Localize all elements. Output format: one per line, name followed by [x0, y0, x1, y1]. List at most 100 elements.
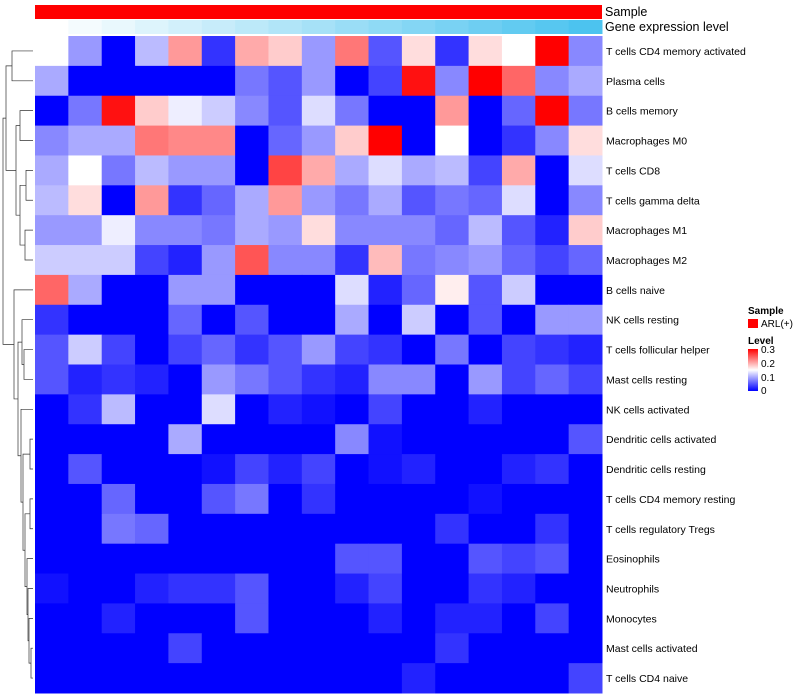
- heatmap-cell: [68, 304, 103, 336]
- heatmap-cell: [301, 125, 336, 156]
- heatmap-cell: [568, 513, 603, 545]
- heatmap-cell: [101, 245, 136, 276]
- heatmap-cell: [268, 394, 303, 425]
- track-sample-bar: [35, 5, 602, 19]
- heatmap-cell: [435, 364, 470, 395]
- legend-sample-swatch: [748, 319, 758, 328]
- heatmap-cell: [101, 394, 136, 425]
- heatmap-cell: [201, 185, 236, 216]
- heatmap-cell: [435, 125, 470, 156]
- heatmap-cell: [568, 185, 603, 216]
- heatmap-cell: [368, 334, 403, 365]
- row-dendrogram: [2, 50, 33, 679]
- track-expression-cell: [401, 20, 436, 34]
- heatmap-cell: [135, 304, 169, 336]
- heatmap-cell: [168, 543, 203, 575]
- row-label: Neutrophils: [606, 583, 659, 595]
- heatmap-cell: [335, 95, 370, 127]
- heatmap-cell: [301, 364, 336, 395]
- heatmap-cell: [168, 573, 203, 604]
- heatmap-cell: [335, 215, 370, 246]
- heatmap-cell: [401, 36, 436, 67]
- heatmap-cell: [35, 215, 69, 246]
- heatmap-cell: [501, 424, 536, 455]
- heatmap-cell: [35, 36, 69, 67]
- heatmap-cell: [335, 603, 370, 634]
- row-labels: T cells CD4 memory activated Plasma cells…: [606, 46, 746, 685]
- track-expression-cell: [568, 20, 603, 34]
- heatmap-cell: [535, 573, 570, 604]
- heatmap-cell: [535, 125, 570, 156]
- heatmap-cell: [401, 454, 436, 485]
- heatmap-cell: [401, 483, 436, 515]
- heatmap-cell: [301, 513, 336, 545]
- heatmap-cell: [168, 155, 203, 186]
- heatmap-cell: [301, 65, 336, 97]
- heatmap-cell: [268, 245, 303, 276]
- heatmap-cell: [168, 394, 203, 425]
- heatmap-cell: [135, 573, 169, 604]
- heatmap-cell: [301, 95, 336, 127]
- heatmap-cell: [68, 483, 103, 515]
- heatmap-cell: [501, 513, 536, 545]
- heatmap-cell: [68, 364, 103, 395]
- heatmap-cell: [468, 364, 503, 395]
- heatmap-cell: [268, 663, 303, 694]
- heatmap-cell: [335, 304, 370, 336]
- heatmap-cell: [301, 185, 336, 216]
- heatmap-cell: [135, 36, 169, 67]
- dendrogram-branch: [19, 110, 33, 141]
- row-label: T cells gamma delta: [606, 195, 700, 207]
- heatmap-cell: [301, 274, 336, 306]
- heatmap-cell: [435, 334, 470, 365]
- heatmap-cell: [101, 424, 136, 455]
- heatmap-cell: [268, 215, 303, 246]
- heatmap-cell: [235, 424, 269, 455]
- heatmap-cell: [468, 125, 503, 156]
- heatmap-cell: [535, 65, 570, 97]
- heatmap-cell: [568, 36, 603, 67]
- row-label: T cells CD4 memory activated: [606, 46, 746, 58]
- heatmap-cell: [168, 334, 203, 365]
- heatmap-cell: [368, 65, 403, 97]
- heatmap-cell: [168, 513, 203, 545]
- heatmap-cell: [168, 36, 203, 67]
- track-expression-cell: [368, 20, 403, 34]
- heatmap-cell: [401, 95, 436, 127]
- track-expression-cell: [268, 20, 303, 34]
- heatmap-cell: [268, 185, 303, 216]
- heatmap-cell: [135, 663, 169, 694]
- heatmap-cell: [501, 215, 536, 246]
- heatmap-cell: [435, 36, 470, 67]
- heatmap-cell: [368, 603, 403, 634]
- row-label: B cells naive: [606, 285, 665, 297]
- heatmap-cell: [468, 454, 503, 485]
- row-label: NK cells activated: [606, 404, 690, 416]
- heatmap-cell: [568, 663, 603, 694]
- heatmap-cell: [401, 543, 436, 575]
- heatmap-cell: [468, 573, 503, 604]
- heatmap-cell: [35, 364, 69, 395]
- heatmap-cell: [335, 364, 370, 395]
- heatmap-cell: [568, 483, 603, 515]
- heatmap-cell: [501, 454, 536, 485]
- heatmap-cell: [68, 125, 103, 156]
- heatmap-cell: [201, 454, 236, 485]
- heatmap-cell: [568, 245, 603, 276]
- heatmap-cell: [501, 274, 536, 306]
- heatmap-cell: [35, 633, 69, 664]
- heatmap-cell: [501, 573, 536, 604]
- heatmap-cell: [335, 543, 370, 575]
- heatmap-cell: [101, 65, 136, 97]
- heatmap-cell: [35, 155, 69, 186]
- heatmap-cell: [335, 155, 370, 186]
- heatmap-cell: [435, 424, 470, 455]
- heatmap-cell: [268, 573, 303, 604]
- heatmap-cell: [68, 573, 103, 604]
- heatmap-cell: [68, 543, 103, 575]
- row-label: Mast cells activated: [606, 643, 698, 655]
- row-label: T cells regulatory Tregs: [606, 524, 715, 536]
- track-expression-cell: [68, 20, 103, 34]
- heatmap-cell: [101, 155, 136, 186]
- legend-level-gradient: [748, 349, 758, 391]
